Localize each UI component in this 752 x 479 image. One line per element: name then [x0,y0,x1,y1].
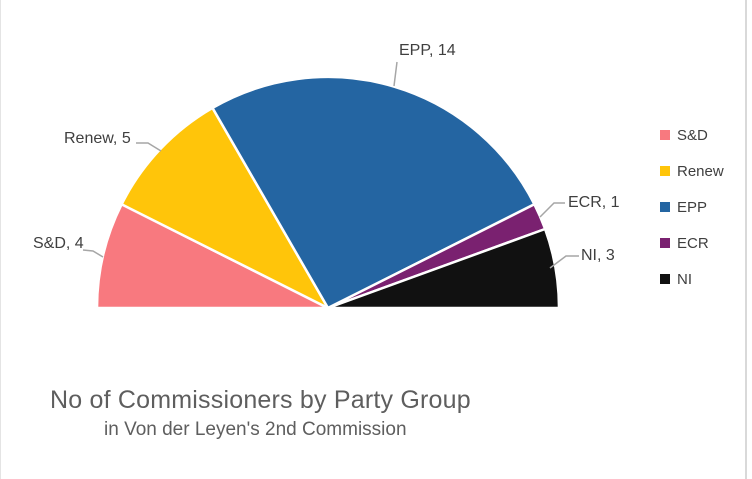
data-label-epp[interactable]: EPP, 14 [399,42,456,59]
legend-item-renew[interactable]: Renew [660,162,724,180]
leader-line-sd [82,249,104,258]
legend-swatch-sd [660,130,670,140]
legend-label-epp: EPP [677,198,708,216]
legend-item-sd[interactable]: S&D [660,126,724,144]
spreadsheet-gridline-left [0,0,1,479]
legend-item-epp[interactable]: EPP [660,198,724,216]
spreadsheet-gridline-right [745,0,747,479]
legend-label-ecr: ECR [677,234,709,252]
leader-line-ni [549,255,579,269]
chart-subtitle[interactable]: in Von der Leyen's 2nd Commission [104,419,407,440]
pie-slice-ni[interactable] [326,227,561,310]
legend-label-renew: Renew [677,162,724,180]
legend-swatch-renew [660,166,670,176]
leader-line-ecr [539,202,565,218]
pie-slice-epp[interactable] [211,75,536,310]
data-label-renew[interactable]: Renew, 5 [64,130,131,147]
legend-label-ni: NI [677,270,692,288]
data-label-ecr[interactable]: ECR, 1 [568,194,620,211]
legend-swatch-epp [660,202,670,212]
data-label-sd[interactable]: S&D, 4 [33,235,84,252]
pie-slice-renew[interactable] [120,106,330,310]
legend-swatch-ecr [660,238,670,248]
chart-title[interactable]: No of Commissioners by Party Group [50,386,471,414]
legend-label-sd: S&D [677,126,708,144]
leader-line-epp [393,61,398,87]
chart-legend: S&D Renew EPP ECR NI [660,127,724,307]
legend-item-ecr[interactable]: ECR [660,234,724,252]
legend-item-ni[interactable]: NI [660,270,724,288]
legend-swatch-ni [660,274,670,284]
leader-line-renew [136,142,162,152]
data-label-ni[interactable]: NI, 3 [581,247,615,264]
pie-slice-sd[interactable] [95,203,330,310]
